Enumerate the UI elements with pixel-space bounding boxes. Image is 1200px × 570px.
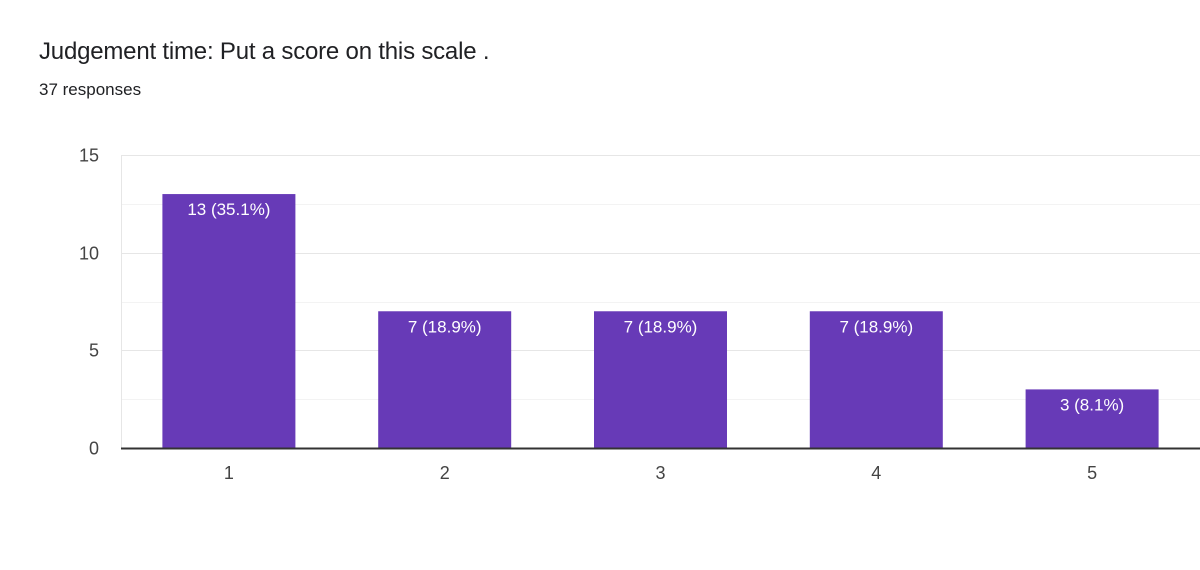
bar-data-label: 7 (18.9%)	[624, 317, 698, 336]
x-tick-label: 2	[440, 463, 450, 483]
y-tick-label: 10	[79, 244, 99, 264]
x-tick-label: 1	[224, 463, 234, 483]
x-tick-label: 5	[1087, 463, 1097, 483]
bar	[1025, 389, 1159, 448]
x-tick-label: 4	[871, 463, 881, 483]
bar	[162, 194, 296, 448]
bar-data-label: 7 (18.9%)	[408, 317, 482, 336]
y-tick-label: 5	[89, 341, 99, 361]
chart-title: Judgement time: Put a score on this scal…	[39, 38, 490, 65]
bar-data-label: 7 (18.9%)	[839, 317, 913, 336]
response-count: 37 responses	[39, 80, 142, 99]
bar	[809, 311, 943, 448]
bar	[594, 311, 727, 448]
bar-data-label: 3 (8.1%)	[1060, 395, 1124, 414]
x-tick-label: 3	[655, 463, 665, 483]
bar	[378, 311, 512, 448]
y-tick-label: 0	[89, 439, 99, 459]
bar-data-label: 13 (35.1%)	[187, 200, 270, 219]
y-tick-label: 15	[79, 146, 99, 166]
